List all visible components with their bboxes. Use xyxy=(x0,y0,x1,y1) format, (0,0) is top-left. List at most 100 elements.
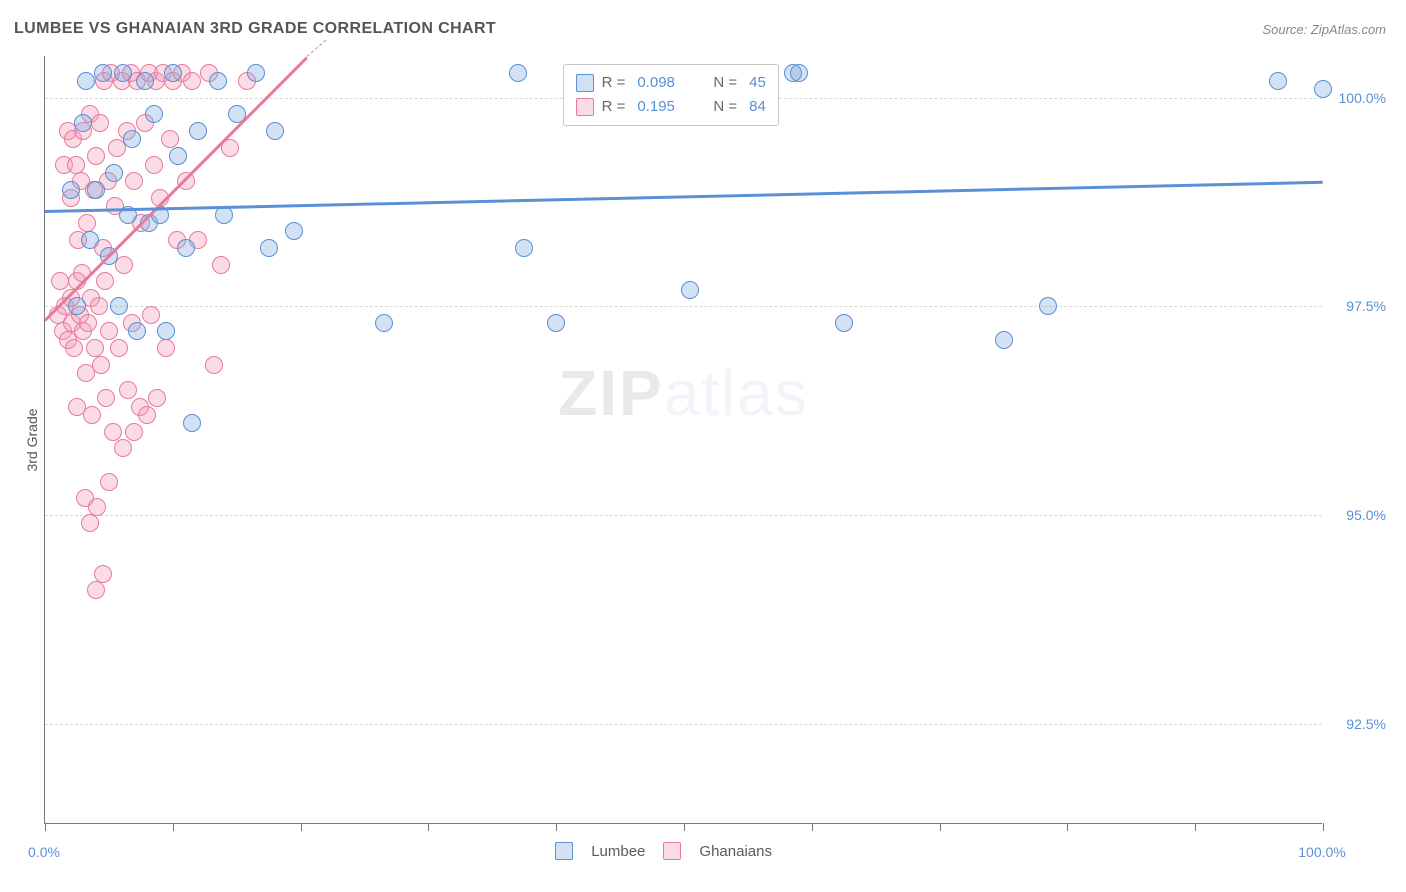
scatter-point xyxy=(260,239,278,257)
scatter-point xyxy=(247,64,265,82)
scatter-point xyxy=(177,239,195,257)
legend-swatch xyxy=(576,74,594,92)
y-axis-label: 3rd Grade xyxy=(24,408,40,471)
x-tick xyxy=(1067,823,1068,831)
gridline xyxy=(45,515,1322,516)
y-tick-label: 92.5% xyxy=(1330,716,1386,732)
legend-n-label: N = xyxy=(713,95,737,119)
scatter-point xyxy=(790,64,808,82)
stats-legend-row: R =0.098N =45 xyxy=(576,71,766,95)
scatter-point xyxy=(375,314,393,332)
scatter-point xyxy=(115,256,133,274)
scatter-point xyxy=(212,256,230,274)
x-tick xyxy=(684,823,685,831)
scatter-point xyxy=(1269,72,1287,90)
scatter-point xyxy=(142,306,160,324)
scatter-point xyxy=(91,114,109,132)
scatter-point xyxy=(266,122,284,140)
stats-legend-row: R =0.195N =84 xyxy=(576,95,766,119)
scatter-point xyxy=(96,272,114,290)
x-tick xyxy=(45,823,46,831)
scatter-point xyxy=(183,72,201,90)
y-tick-label: 100.0% xyxy=(1330,90,1386,106)
scatter-point xyxy=(90,297,108,315)
trend-line xyxy=(307,39,327,56)
scatter-point xyxy=(51,272,69,290)
scatter-point xyxy=(145,156,163,174)
scatter-point xyxy=(78,214,96,232)
scatter-point xyxy=(547,314,565,332)
scatter-point xyxy=(157,339,175,357)
legend-n-label: N = xyxy=(713,71,737,95)
scatter-point xyxy=(835,314,853,332)
chart-container: LUMBEE VS GHANAIAN 3RD GRADE CORRELATION… xyxy=(0,0,1406,892)
x-tick xyxy=(428,823,429,831)
scatter-point xyxy=(67,156,85,174)
legend-swatch xyxy=(576,98,594,116)
plot-area: ZIPatlas 92.5%95.0%97.5%100.0%R =0.098N … xyxy=(44,56,1322,824)
stats-legend: R =0.098N =45R =0.195N =84 xyxy=(563,64,779,126)
scatter-point xyxy=(138,406,156,424)
scatter-point xyxy=(94,64,112,82)
legend-r-value: 0.098 xyxy=(637,71,691,95)
scatter-point xyxy=(87,181,105,199)
legend-r-label: R = xyxy=(602,71,626,95)
scatter-point xyxy=(74,114,92,132)
scatter-point xyxy=(92,356,110,374)
scatter-point xyxy=(97,389,115,407)
scatter-point xyxy=(81,514,99,532)
scatter-point xyxy=(128,322,146,340)
x-tick xyxy=(1195,823,1196,831)
scatter-point xyxy=(79,314,97,332)
scatter-point xyxy=(123,130,141,148)
scatter-point xyxy=(65,339,83,357)
legend-series-label: Ghanaians xyxy=(699,843,772,860)
scatter-point xyxy=(509,64,527,82)
scatter-point xyxy=(62,181,80,199)
trend-line xyxy=(45,181,1323,213)
scatter-point xyxy=(125,172,143,190)
scatter-point xyxy=(183,414,201,432)
legend-series-label: Lumbee xyxy=(591,843,645,860)
y-tick-label: 95.0% xyxy=(1330,507,1386,523)
scatter-point xyxy=(105,164,123,182)
scatter-point xyxy=(136,72,154,90)
scatter-point xyxy=(205,356,223,374)
scatter-point xyxy=(285,222,303,240)
scatter-point xyxy=(114,439,132,457)
x-tick xyxy=(556,823,557,831)
scatter-point xyxy=(515,239,533,257)
source-label: Source: ZipAtlas.com xyxy=(1262,22,1386,37)
scatter-point xyxy=(161,130,179,148)
x-tick xyxy=(1323,823,1324,831)
gridline xyxy=(45,724,1322,725)
x-tick xyxy=(173,823,174,831)
legend-r-label: R = xyxy=(602,95,626,119)
y-tick-label: 97.5% xyxy=(1330,298,1386,314)
scatter-point xyxy=(169,147,187,165)
scatter-point xyxy=(1314,80,1332,98)
scatter-point xyxy=(100,322,118,340)
scatter-point xyxy=(995,331,1013,349)
chart-title: LUMBEE VS GHANAIAN 3RD GRADE CORRELATION… xyxy=(14,20,496,38)
scatter-point xyxy=(148,389,166,407)
scatter-point xyxy=(81,231,99,249)
gridline xyxy=(45,306,1322,307)
legend-n-value: 84 xyxy=(749,95,766,119)
scatter-point xyxy=(164,64,182,82)
scatter-point xyxy=(87,581,105,599)
scatter-point xyxy=(94,565,112,583)
scatter-point xyxy=(68,297,86,315)
scatter-point xyxy=(145,105,163,123)
scatter-point xyxy=(1039,297,1057,315)
scatter-point xyxy=(100,473,118,491)
bottom-legend: Lumbee Ghanaians xyxy=(555,842,772,860)
scatter-point xyxy=(87,147,105,165)
scatter-point xyxy=(189,122,207,140)
legend-swatch xyxy=(555,842,573,860)
x-tick xyxy=(812,823,813,831)
legend-swatch xyxy=(663,842,681,860)
x-tick xyxy=(301,823,302,831)
scatter-point xyxy=(83,406,101,424)
scatter-point xyxy=(77,72,95,90)
